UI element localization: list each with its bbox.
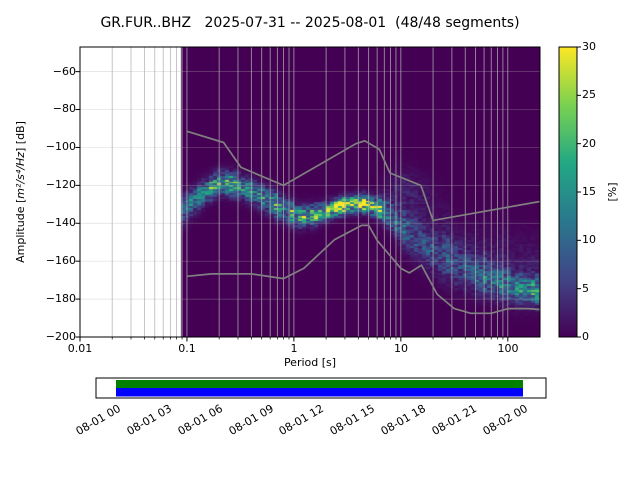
y-tick-label: −180: [45, 292, 76, 305]
ppsd-histogram-canvas: [80, 47, 540, 337]
x-tick-label: 0.1: [178, 342, 196, 355]
coverage-bar: [95, 377, 547, 399]
y-tick-label: −160: [45, 254, 76, 267]
grid-lines: [80, 47, 540, 337]
colorbar-tick-label: 15: [582, 185, 596, 198]
x-tick-label: 0.01: [67, 342, 93, 355]
colorbar-tick-label: 10: [582, 233, 596, 246]
coverage-data-bar: [116, 388, 523, 397]
y-tick-label: −120: [45, 178, 76, 191]
plot-title: GR.FUR..BHZ 2025-07-31 -- 2025-08-01 (48…: [100, 15, 520, 31]
y-tick-label: −80: [52, 102, 76, 115]
axis-ticks: [75, 46, 581, 342]
coverage-used-bar: [116, 380, 523, 388]
noise-model-curves: [186, 130, 540, 315]
y-tick-label: −100: [45, 140, 76, 153]
y-axis-label: Amplitude [m²/s⁴/Hz] [dB]: [14, 62, 28, 322]
colorbar-tick-label: 25: [582, 88, 596, 101]
colorbar-label: [%]: [606, 182, 619, 202]
plot-frame: [79, 46, 541, 338]
colorbar-tick-label: 30: [582, 40, 596, 53]
y-tick-label: −60: [52, 65, 76, 78]
x-axis-label: Period [s]: [283, 356, 337, 369]
y-axis-label-suffix: ] [dB]: [14, 121, 27, 152]
x-tick-label: 1: [290, 342, 298, 355]
y-axis-label-units: m²/s⁴/Hz: [14, 152, 27, 199]
colorbar-tick-label: 5: [582, 282, 589, 295]
colorbar-frame: [558, 46, 578, 338]
nlnm-curve: [186, 224, 540, 315]
y-tick-label: −200: [45, 330, 76, 343]
colorbar-tick-label: 20: [582, 137, 596, 150]
y-tick-label: −140: [45, 216, 76, 229]
nhnm-curve: [186, 130, 540, 222]
colorbar-gradient: [559, 47, 577, 337]
colorbar-tick-label: 0: [582, 330, 589, 343]
x-tick-label: 10: [394, 342, 408, 355]
x-tick-label: 100: [497, 342, 519, 355]
y-axis-label-prefix: Amplitude [: [14, 198, 27, 263]
